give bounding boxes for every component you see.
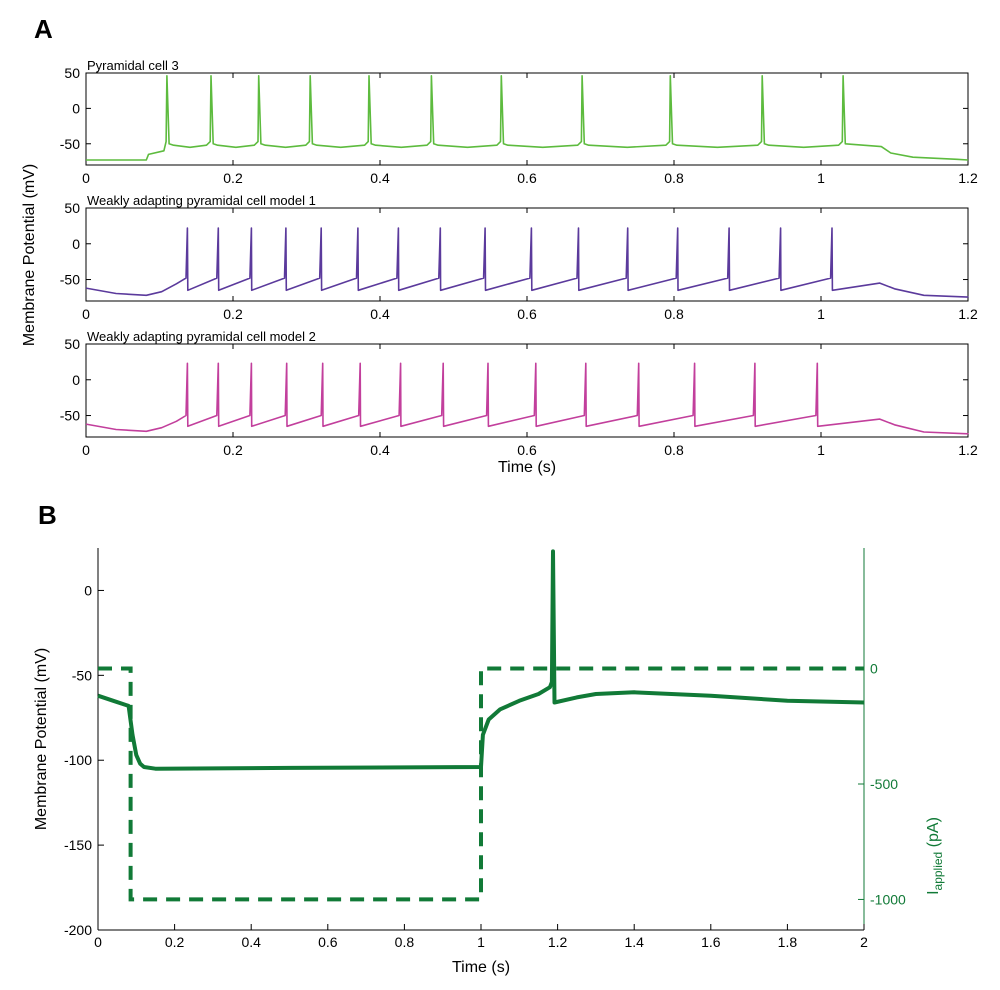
panel-b-ylabel: Membrane Potential (mV) [33, 648, 50, 830]
x-tick-label: 0.2 [223, 442, 243, 458]
x-tick-label: 1 [477, 934, 485, 950]
panel-a-xlabel: Time (s) [498, 459, 556, 476]
y-tick-label: 0 [72, 372, 80, 388]
applied-current-line [98, 666, 864, 902]
panel-b-xlabel: Time (s) [452, 959, 510, 976]
y-tick-label: -50 [60, 272, 80, 288]
subplot-title-3: Weakly adapting pyramidal cell model 2 [87, 329, 316, 344]
y-tick-label: 0 [72, 236, 80, 252]
x-tick-label: 1 [817, 442, 825, 458]
y-tick-label: 0 [84, 582, 92, 598]
y-tick-label: -50 [60, 408, 80, 424]
x-tick-label: 0 [94, 934, 102, 950]
subplot-title-2: Weakly adapting pyramidal cell model 1 [87, 193, 316, 208]
axes-frame-a1 [85, 72, 969, 166]
y-tick-label: -100 [64, 752, 92, 768]
x-tick-label: 0.8 [664, 442, 684, 458]
x-tick-label: 1.2 [548, 934, 568, 950]
x-tick-label: 0.4 [370, 442, 390, 458]
y-right-tick-label: -500 [870, 776, 898, 792]
panel-b-ylabel-right: Iapplied (pA) [925, 817, 945, 895]
y-right-tick-label: 0 [870, 661, 878, 677]
x-tick-label: 0.6 [517, 170, 537, 186]
y-tick-label: -50 [72, 667, 92, 683]
trace-1 [86, 75, 969, 161]
x-tick-label: 0.8 [664, 170, 684, 186]
panel-label-a: A [34, 14, 53, 44]
x-tick-label: 0.6 [517, 442, 537, 458]
x-tick-label: 0 [82, 442, 90, 458]
x-tick-label: 0.4 [241, 934, 261, 950]
trace-3 [85, 362, 969, 435]
x-tick-label: 0.6 [517, 306, 537, 322]
x-tick-label: 1.2 [958, 442, 978, 458]
subplot-title-1: Pyramidal cell 3 [87, 58, 179, 73]
x-tick-label: 1.2 [958, 170, 978, 186]
x-tick-label: 0.8 [395, 934, 415, 950]
x-tick-label: 0.4 [370, 306, 390, 322]
x-tick-label: 1.2 [958, 306, 978, 322]
x-tick-label: 1 [817, 170, 825, 186]
y-tick-label: -200 [64, 922, 92, 938]
x-tick-label: 0.2 [223, 306, 243, 322]
y-tick-label: 0 [72, 100, 80, 116]
x-tick-label: 0.2 [165, 934, 185, 950]
x-tick-label: 1.6 [701, 934, 721, 950]
x-tick-label: 0 [82, 170, 90, 186]
x-tick-label: 1.4 [624, 934, 644, 950]
y-tick-label: 50 [64, 65, 80, 81]
y-tick-label: 50 [64, 200, 80, 216]
x-tick-label: 0.6 [318, 934, 338, 950]
x-tick-label: 0.8 [664, 306, 684, 322]
y-tick-label: 50 [64, 336, 80, 352]
membrane-potential-line [97, 549, 865, 771]
x-tick-label: 1 [817, 306, 825, 322]
y-tick-label: -150 [64, 837, 92, 853]
x-tick-label: 0.4 [370, 170, 390, 186]
x-tick-label: 0 [82, 306, 90, 322]
x-tick-label: 0.2 [223, 170, 243, 186]
panel-label-b: B [38, 500, 57, 530]
x-tick-label: 1.8 [778, 934, 798, 950]
trace-2 [85, 227, 969, 298]
x-tick-label: 2 [860, 934, 868, 950]
y-tick-label: -50 [60, 136, 80, 152]
y-right-tick-label: -1000 [870, 891, 906, 907]
panel-a-ylabel: Membrane Potential (mV) [21, 164, 38, 346]
